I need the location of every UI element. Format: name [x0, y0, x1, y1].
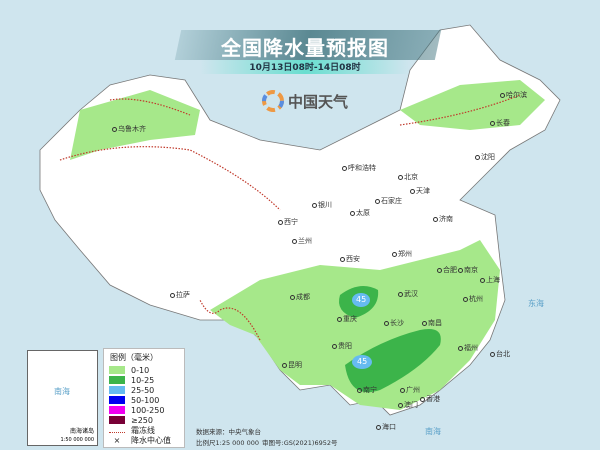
map-subtitle: 10月13日08时-14日08时: [249, 63, 361, 73]
south-china-sea-inset: 南海 南海诸岛 1:50 000 000: [27, 350, 98, 446]
sea-label: 南海: [425, 427, 441, 436]
legend-label: 100-250: [131, 405, 165, 415]
legend-label: ≥250: [131, 415, 153, 425]
city-label: 西宁: [278, 217, 298, 227]
map-title: 全国降水量预报图: [221, 36, 389, 60]
city-label: 重庆: [337, 314, 357, 324]
precip-center-value: 45: [357, 357, 368, 366]
legend-item: 10-25: [109, 375, 184, 385]
rain-area-heavy-1: [352, 293, 370, 307]
city-label: 杭州: [463, 294, 483, 304]
rain-area-heavy-2: [352, 355, 372, 369]
legend-swatch: [109, 366, 125, 374]
legend-item: 100-250: [109, 405, 184, 415]
subtitle-banner: [200, 60, 410, 74]
legend-heading: 图例（毫米）: [110, 353, 158, 362]
inset-scale: 1:50 000 000: [60, 437, 95, 443]
city-label: 南京: [458, 265, 478, 275]
city-label: 银川: [312, 200, 332, 210]
legend-label: 50-100: [131, 395, 160, 405]
precip-center-value: 45: [356, 295, 367, 304]
legend-item-frost: 霜冻线: [109, 425, 184, 435]
city-label: 呼和浩特: [342, 163, 376, 173]
city-label: 济南: [433, 214, 453, 224]
city-label: 石家庄: [375, 196, 402, 206]
city-label: 北京: [398, 172, 418, 182]
city-label: 哈尔滨: [500, 90, 527, 100]
legend-item-center: × 降水中心值: [109, 435, 184, 446]
legend-label: 0-10: [131, 365, 150, 375]
rain-area-moderate-2: [345, 329, 441, 393]
city-label: 福州: [458, 343, 478, 353]
logo-icon: [262, 90, 284, 112]
x-mark-icon: ×: [113, 436, 121, 445]
city-label: 成都: [290, 292, 310, 302]
city-label: 郑州: [392, 249, 412, 259]
city-label: 长春: [490, 118, 510, 128]
legend-swatch: [109, 376, 125, 384]
review-number: 审图号:GS(2021)6952号: [262, 439, 338, 447]
legend-item: 25-50: [109, 385, 184, 395]
legend-item: 0-10: [109, 365, 184, 375]
legend: 图例（毫米） 0-10 10-25 25-50 50-100 100-250 ≥250 霜…: [103, 348, 185, 448]
legend-label: 降水中心值: [131, 435, 171, 445]
city-label: 台北: [490, 349, 510, 359]
map-scale: 比例尺1:25 000 000: [196, 439, 260, 447]
city-label: 上海: [480, 275, 500, 285]
city-label: 澳门: [398, 400, 418, 410]
logo: 中国天气: [262, 90, 348, 112]
inset-title: 南海诸岛: [69, 428, 94, 435]
legend-swatch: [109, 386, 125, 394]
city-label: 长沙: [384, 318, 404, 328]
city-label: 广州: [400, 385, 420, 395]
sea-label: 东海: [528, 299, 544, 308]
legend-label: 10-25: [131, 375, 155, 385]
city-label: 武汉: [398, 289, 418, 299]
city-label: 昆明: [282, 360, 302, 370]
inset-sea-label: 南海: [54, 387, 70, 396]
city-label: 乌鲁木齐: [112, 124, 146, 134]
legend-swatch: [109, 396, 125, 404]
legend-swatch: [109, 416, 125, 424]
city-label: 香港: [420, 394, 440, 404]
logo-text: 中国天气: [288, 92, 349, 111]
legend-label: 25-50: [131, 385, 155, 395]
city-label: 天津: [410, 186, 430, 196]
city-label: 沈阳: [475, 152, 495, 162]
city-label: 拉萨: [170, 290, 190, 300]
city-label: 海口: [376, 422, 396, 432]
legend-swatch: [109, 406, 125, 414]
data-source: 数据来源：中央气象台: [196, 428, 261, 436]
city-label: 西安: [340, 254, 360, 264]
city-label: 兰州: [292, 236, 312, 246]
city-label: 南昌: [422, 318, 442, 328]
legend-item: 50-100: [109, 395, 184, 405]
legend-label: 霜冻线: [131, 425, 155, 435]
city-label: 南宁: [357, 385, 377, 395]
city-label: 贵阳: [332, 341, 352, 351]
city-label: 合肥: [437, 265, 457, 275]
city-label: 太原: [350, 208, 370, 218]
legend-item: ≥250: [109, 415, 184, 425]
